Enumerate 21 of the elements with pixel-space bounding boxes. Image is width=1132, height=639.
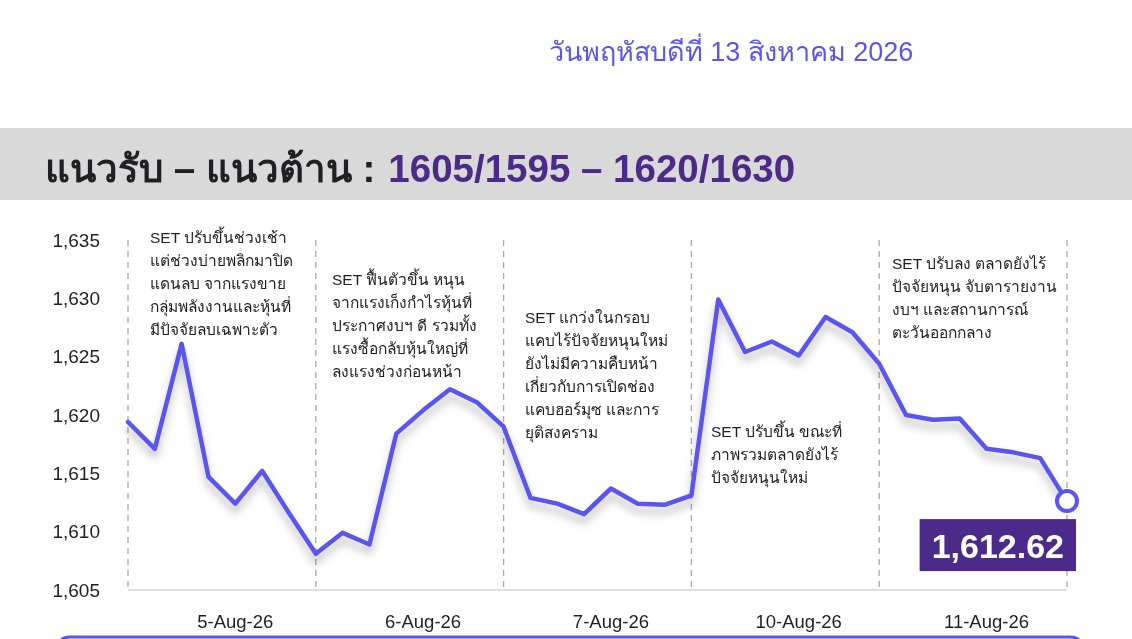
chart-subtitle: 1605/1595 – 1620/1630 xyxy=(388,146,796,190)
text: วันพฤหัสบดีที่ 13 สิงหาคม 2026 xyxy=(548,33,914,67)
x-tick-label: 6-Aug-26 xyxy=(385,610,462,632)
y-tick-label: 1,635 xyxy=(52,229,100,251)
y-tick-label: 1,620 xyxy=(52,404,100,426)
x-tick-label: 7-Aug-26 xyxy=(572,610,649,632)
y-tick-label: 1,625 xyxy=(52,346,100,368)
x-tick-label: 11-Aug-26 xyxy=(944,610,1030,632)
data-label: 1,612.62 xyxy=(931,527,1064,566)
annotation: SET ฟื้นตัวขึ้น หนุน จากแรงเก็งกำไรหุ้นที่ ประกาศงบฯ ดี รวมทั้ง แรงซื้อกลับหุ้นใหญ่ที่ ลงแรงช่วงก่อนหน้า xyxy=(332,267,477,380)
annotation: SET แกว่งในกรอบ แคบไร้ปัจจัยหนุนใหม่ ยังไม่มีความคืบหน้า เกี่ยวกับการเปิดช่อง แคบฮอร์มุซ และการ ยุติสงคราม xyxy=(525,308,668,443)
x-tick-label: 5-Aug-26 xyxy=(197,610,274,632)
y-tick-label: 1,630 xyxy=(52,287,100,309)
annotation: SET ปรับลง ตลาดยังไร้ ปัจจัยหนุน จับตารายงาน งบฯ และสถานการณ์ ตะวันออกกลาง xyxy=(892,254,1058,341)
y-tick-label: 1,615 xyxy=(52,462,100,484)
annotation: SET ปรับขึ้น ขณะที่ ภาพรวมตลาดยังไร้ ปัจจัยหนุนใหม่ xyxy=(711,419,843,488)
y-tick-label: 1,605 xyxy=(52,579,100,601)
y-tick-label: 1,610 xyxy=(52,521,100,543)
x-tick-label: 10-Aug-26 xyxy=(755,610,842,632)
annotation: SET ปรับขึ้นช่วงเช้า แต่ช่วงบ่ายพลิกมาปิด แดนลบ จากแรงขาย กลุ่มพลังงานและหุ้นที่ มีปัจจัยลบเฉพาะตัว xyxy=(150,225,293,338)
chart-title: แนวรับ – แนวต้าน : xyxy=(45,146,376,190)
